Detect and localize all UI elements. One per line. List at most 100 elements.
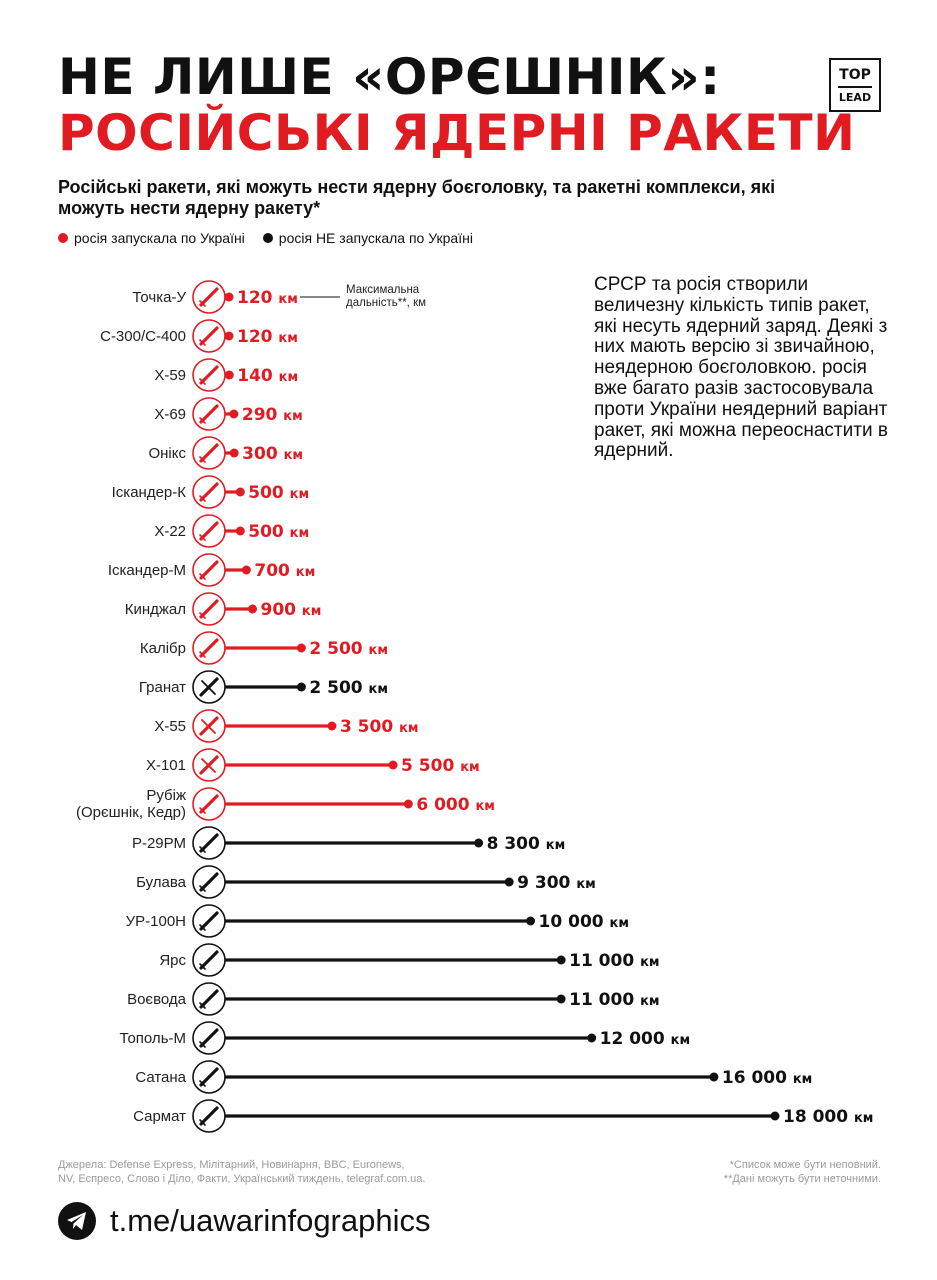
category-label: Гранат	[139, 679, 186, 696]
footnotes: *Список може бути неповний. **Дані можут…	[724, 1158, 881, 1186]
subtitle: Російські ракети, які можуть нести ядерн…	[58, 177, 776, 218]
legend: росія запускала по Україні росія НЕ запу…	[58, 230, 473, 246]
value-label: 290 км	[242, 405, 303, 425]
legend-item-launched: росія запускала по Україні	[58, 230, 245, 246]
range-end-dot	[709, 1072, 719, 1082]
range-end-dot	[504, 877, 514, 887]
legend-black-dot-icon	[262, 233, 273, 243]
category-label: Воєвода	[127, 991, 187, 1008]
range-end-dot	[235, 487, 245, 497]
range-end-dot	[403, 799, 413, 809]
range-end-dot	[229, 409, 239, 419]
category-label: УР-100Н	[126, 913, 186, 930]
value-label: 140 км	[237, 366, 298, 386]
value-label: 900 км	[261, 600, 322, 620]
value-label: 120 км	[237, 288, 298, 308]
missile-fin	[199, 885, 206, 892]
missile-fin	[199, 378, 206, 385]
range-end-dot	[248, 604, 257, 614]
missile-body	[199, 443, 219, 463]
logo-line-1: TOP	[839, 66, 871, 83]
telegram-link[interactable]: t.me/uawarinfographics	[58, 1202, 431, 1240]
missile-body	[199, 599, 219, 619]
missile-fin	[199, 300, 206, 307]
value-label: 120 км	[237, 327, 298, 347]
missile-wing	[201, 680, 216, 695]
missile-body	[199, 287, 219, 307]
missile-body	[199, 872, 219, 892]
missile-fin	[199, 612, 206, 619]
missile-fin	[199, 495, 206, 502]
value-label: 11 000 км	[569, 951, 659, 971]
missile-fin	[199, 339, 206, 346]
range-end-dot	[296, 643, 306, 653]
value-label: 700 км	[254, 561, 315, 581]
missile-body	[199, 989, 219, 1009]
value-label: 500 км	[248, 522, 309, 542]
logo-line-2: LEAD	[838, 90, 872, 104]
range-end-dot	[224, 292, 234, 302]
value-label: 12 000 км	[600, 1029, 690, 1049]
range-end-dot	[327, 721, 337, 731]
range-end-dot	[296, 682, 306, 692]
range-end-dot	[474, 838, 484, 848]
value-label: 9 300 км	[517, 873, 596, 893]
missile-fin	[199, 573, 206, 580]
category-label: Калібр	[140, 640, 186, 657]
description-text: СРСР та росія створили величезну кількіс…	[594, 274, 888, 462]
category-label: Ярс	[159, 952, 186, 969]
category-label: Булава	[136, 874, 187, 891]
category-label: Іскандер-К	[112, 484, 187, 501]
range-end-dot	[235, 526, 245, 536]
missile-fin	[199, 924, 206, 931]
missile-body	[199, 638, 219, 658]
range-end-dot	[224, 331, 234, 341]
sources-line-2: NV, Еспресо, Слово і Діло, Факти, Україн…	[58, 1173, 426, 1185]
missile-body	[199, 560, 219, 580]
value-label: 11 000 км	[569, 990, 659, 1010]
missile-body	[199, 833, 219, 853]
footnote-2: **Дані можуть бути неточними.	[723, 1173, 881, 1185]
missile-fin	[199, 1119, 206, 1126]
missile-body	[199, 794, 219, 814]
value-label: 2 500 км	[309, 678, 388, 698]
missile-fin	[199, 1002, 206, 1009]
value-label: 10 000 км	[539, 912, 629, 932]
category-label: Онікс	[148, 445, 186, 462]
missile-fin	[199, 807, 206, 814]
value-label: 500 км	[248, 483, 309, 503]
category-label: Іскандер-М	[108, 562, 186, 579]
category-label: Х-101	[146, 757, 186, 774]
category-label: Х-69	[154, 406, 186, 423]
category-label: Х-59	[154, 367, 186, 384]
missile-body	[199, 1028, 219, 1048]
range-chart: Точка-У 120 км Максимальна дальність**, км С…	[76, 280, 873, 1133]
value-label: 8 300 км	[487, 834, 566, 854]
category-label: С-300/С-400	[100, 328, 186, 345]
missile-fin	[199, 651, 206, 658]
range-end-dot	[224, 370, 234, 380]
missile-body	[199, 1106, 219, 1126]
legend-red-dot-icon	[58, 233, 68, 243]
category-label: Рубіж (Орєшнік, Кедр)	[76, 787, 186, 821]
telegram-link-text[interactable]: t.me/uawarinfographics	[110, 1203, 431, 1238]
telegram-icon	[58, 1202, 96, 1240]
logo-divider	[838, 85, 872, 88]
value-label: 6 000 км	[416, 795, 495, 815]
category-label: Х-22	[154, 523, 186, 540]
category-label: Точка-У	[132, 289, 186, 306]
missile-fin	[199, 846, 206, 853]
value-label: 18 000 км	[783, 1107, 873, 1127]
legend-item-not-launched: росія НЕ запускала по Україні	[262, 230, 473, 246]
missile-body	[199, 1067, 219, 1087]
missile-body	[199, 482, 219, 502]
footnote-1: *Список може бути неповний.	[729, 1159, 881, 1171]
range-end-dot	[556, 994, 566, 1004]
category-label: Р-29РМ	[132, 835, 186, 852]
missile-fin	[199, 1041, 206, 1048]
missile-body	[199, 950, 219, 970]
missile-body	[199, 521, 219, 541]
range-end-dot	[587, 1033, 597, 1043]
value-label: 16 000 км	[722, 1068, 812, 1088]
sources-line-1: Джерела: Defense Express, Мілітарний, Но…	[58, 1159, 405, 1171]
